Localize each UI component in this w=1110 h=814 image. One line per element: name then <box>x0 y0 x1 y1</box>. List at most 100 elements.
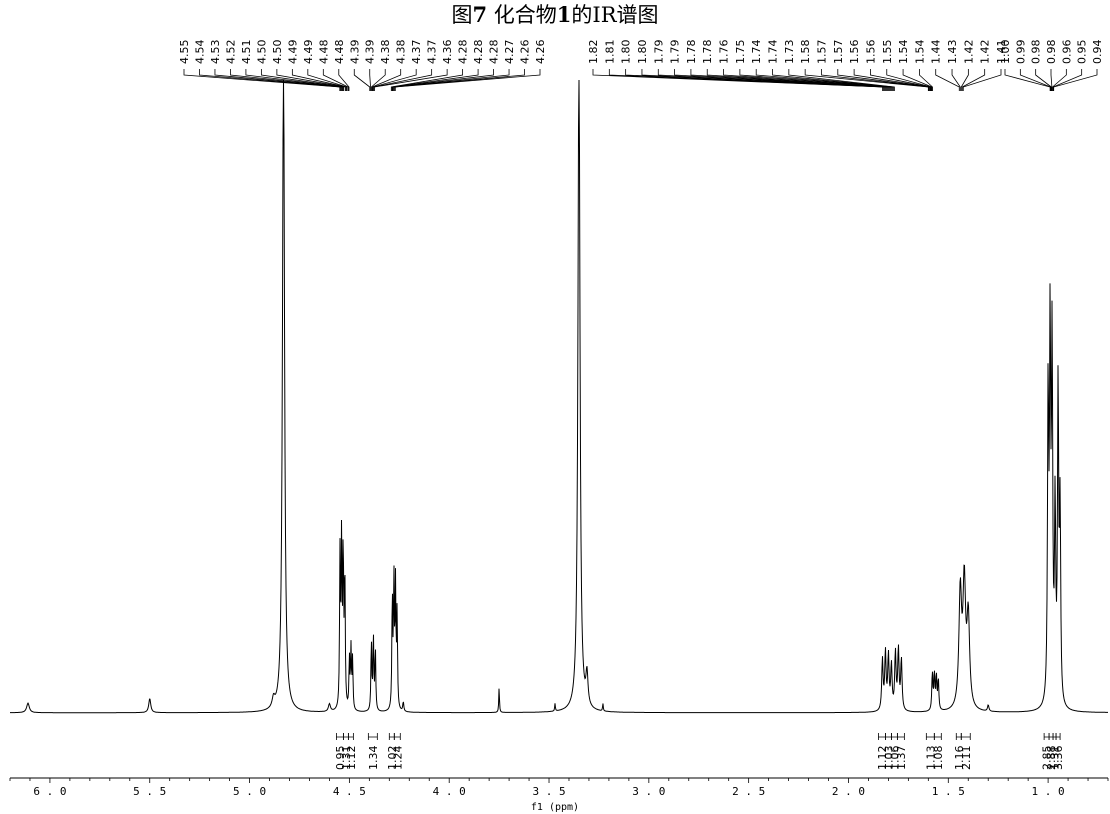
peak-label: 0.98 <box>1030 40 1043 65</box>
peak-label: 1.73 <box>783 40 796 65</box>
peak-label: 4.37 <box>410 40 423 65</box>
integration-value: 2.11 <box>960 746 973 771</box>
peak-label: 4.38 <box>395 40 408 65</box>
x-tick-label: 5 . 0 <box>233 785 266 798</box>
peak-label: 0.96 <box>1060 40 1073 65</box>
integration-value: 1.08 <box>932 746 945 771</box>
chart-title: 图7 化合物1的IR谱图 <box>0 2 1110 28</box>
peak-label-connector <box>353 69 371 91</box>
peak-label: 0.98 <box>1045 40 1058 65</box>
peak-label: 1.79 <box>652 40 665 65</box>
peak-label: 4.54 <box>193 40 206 65</box>
peak-label: 1.00 <box>999 40 1012 65</box>
peak-labels: 4.55 4.54 4.53 4.52 4.51 4.50 4.50 4.49 4.49 4.48… <box>178 40 1104 91</box>
integration-bracket <box>933 733 942 740</box>
peak-label-connector <box>1019 69 1052 91</box>
peak-label: 1.75 <box>734 40 747 65</box>
peak-label: 4.51 <box>240 40 253 65</box>
peak-label-connector <box>276 69 346 91</box>
integration-value: 1.31 <box>340 746 353 771</box>
integration-bracket <box>388 733 395 740</box>
peak-label: 1.54 <box>897 40 910 65</box>
peak-label-connector <box>886 69 932 91</box>
peak-label-connector <box>199 69 341 91</box>
peak-label: 1.58 <box>799 40 812 65</box>
integration-bracket <box>347 733 354 740</box>
peak-label: 1.78 <box>701 40 714 65</box>
peak-label-connector <box>961 69 986 91</box>
integration-bracket <box>342 733 349 740</box>
peak-label-connector <box>291 69 347 91</box>
peak-label: 1.41 <box>995 40 1008 65</box>
title-prefix: 图 <box>451 3 473 27</box>
peak-label-connector <box>706 69 890 91</box>
peak-label: 1.74 <box>767 40 780 65</box>
peak-label: 1.80 <box>636 40 649 65</box>
integration-bracket <box>925 733 935 740</box>
integration-value: 1.24 <box>391 746 404 771</box>
title-text: 化合物 <box>487 3 557 27</box>
peak-label-connector <box>1052 69 1083 91</box>
integration-value: 1.12 <box>876 746 889 771</box>
x-tick-label: 3 . 5 <box>532 785 565 798</box>
integration-value: 1.13 <box>924 746 937 771</box>
peak-label-connector <box>625 69 885 91</box>
peak-label-connector <box>674 69 888 91</box>
x-tick-label: 4 . 5 <box>333 785 366 798</box>
compound-number: 1 <box>556 2 572 27</box>
integration-bracket <box>393 733 401 740</box>
peak-label-connector <box>1052 69 1067 91</box>
peak-label: 4.28 <box>457 40 470 65</box>
x-tick-label: 2 . 5 <box>732 785 765 798</box>
spectrum-line <box>10 79 1108 714</box>
integration-marks: 0.951.311.12 1.34 1.021.24 1.121.031.061.37… <box>334 733 1065 770</box>
peak-label-connector <box>322 69 349 91</box>
x-tick-label: 1 . 5 <box>932 785 965 798</box>
peak-label: 1.79 <box>669 40 682 65</box>
integration-bracket <box>367 733 378 740</box>
peak-label-connector <box>1035 69 1052 91</box>
peak-label-connector <box>390 69 464 91</box>
integration-value: 1.34 <box>367 746 380 771</box>
integration-bracket <box>885 733 892 740</box>
peak-label-connector <box>1050 69 1053 91</box>
integration-bracket <box>1055 733 1061 740</box>
peak-label-connector <box>372 69 417 91</box>
integration-bracket <box>1052 733 1057 740</box>
integration-value: 3.36 <box>1052 746 1065 771</box>
title-suffix: 的IR谱图 <box>571 3 659 27</box>
peak-label-connector <box>392 69 494 91</box>
integration-value: 2.88 <box>1045 746 1058 771</box>
x-tick-label: 5 . 5 <box>133 785 166 798</box>
peak-label-connector <box>307 69 348 91</box>
x-tick-label: 4 . 0 <box>433 785 466 798</box>
peak-label-connector <box>723 69 891 91</box>
peak-label-connector <box>919 69 933 91</box>
peak-label-connector <box>755 69 893 91</box>
peak-label: 4.55 <box>178 40 191 65</box>
peak-label-connector <box>853 69 931 91</box>
peak-label: 1.56 <box>848 40 861 65</box>
integration-bracket <box>336 733 344 740</box>
peak-label-connector <box>804 69 929 91</box>
peak-label-connector <box>183 69 341 91</box>
peak-label-connector <box>902 69 933 91</box>
peak-label: 1.76 <box>718 40 731 65</box>
peak-label: 1.42 <box>962 40 975 65</box>
peak-label: 4.49 <box>302 40 315 65</box>
peak-label-connector <box>608 69 884 91</box>
peak-label: 1.78 <box>685 40 698 65</box>
integration-value: 1.12 <box>345 746 358 771</box>
peak-label-connector <box>373 69 433 91</box>
peak-label: 4.39 <box>348 40 361 65</box>
peak-label-connector <box>951 69 961 91</box>
peak-label: 0.95 <box>1076 40 1089 65</box>
peak-label: 1.56 <box>864 40 877 65</box>
peak-label-connector <box>391 69 479 91</box>
peak-label-connector <box>245 69 344 91</box>
peak-label: 1.42 <box>979 40 992 65</box>
peak-label-connector <box>1053 69 1098 91</box>
peak-label-connector <box>230 69 343 91</box>
integration-value: 1.03 <box>882 746 895 771</box>
x-tick-label: 2 . 0 <box>832 785 865 798</box>
